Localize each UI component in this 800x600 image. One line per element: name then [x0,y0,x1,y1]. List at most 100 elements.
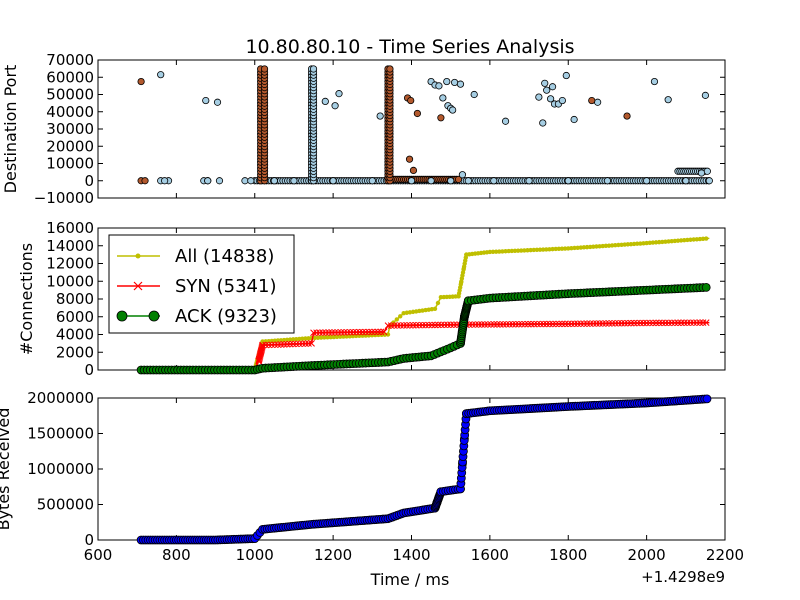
x-tick-label: 800 [162,546,191,564]
y-tick-label: 1500000 [27,425,94,443]
series-marker [594,244,599,249]
series-marker [613,243,618,248]
series-marker [627,319,635,327]
y-tick-label: 50000 [46,86,94,104]
series-marker [668,319,676,327]
series-marker [537,247,543,252]
series-marker [553,246,558,252]
series-marker [484,321,492,328]
series-marker [527,320,535,328]
series-marker [493,321,501,328]
scatter-point [329,177,337,185]
scatter-point [470,90,478,99]
scatter-point [623,112,631,120]
series-marker [328,329,336,336]
series-marker [559,246,565,251]
series-marker [334,334,340,340]
series-marker [481,321,489,328]
series-marker [499,320,507,328]
scatter-point [543,86,551,94]
scatter-point [437,114,445,122]
series-marker [390,322,398,329]
x-tick-label: 1000 [236,546,274,564]
series-marker [599,320,607,327]
series-marker [359,328,366,336]
series-marker [616,242,621,248]
series-marker [658,319,666,327]
y-tick-label: 70000 [46,51,94,69]
series-marker [521,320,529,328]
series-marker [537,320,544,328]
series-marker [633,319,641,327]
series-marker [432,306,438,311]
series-marker [500,249,505,254]
y-tick-label: 2000 [56,343,94,361]
series-marker [587,244,593,250]
scatter-point [564,177,572,185]
y-tick-label: 16000 [46,219,94,237]
series-marker [437,321,445,329]
series-marker [331,329,339,336]
panel-destination-port: −100000100002000030000400005000060000700… [1,51,726,207]
series-marker [387,322,395,329]
series-marker [618,319,625,327]
series-marker [672,238,678,244]
y-tick-label: 12000 [46,255,94,273]
series-marker [356,328,363,336]
y-tick-label: 4000 [56,326,94,344]
series-marker [506,248,511,254]
series-marker [374,328,382,336]
series-marker [280,341,288,348]
series-marker [540,247,546,252]
series-marker [569,245,574,251]
panel-bytes-received: 0 500000 1000000 1500000 2000000 600 800 1000 1… [0,389,744,589]
series-marker [353,328,360,336]
series-marker [397,322,404,329]
series-marker [268,341,276,349]
series-marker [377,328,385,336]
series-marker [558,320,566,328]
series-marker [571,320,578,328]
legend-label: All (14838) [175,246,274,267]
scatter-point [650,77,659,86]
series-marker [450,321,458,329]
series-marker [316,329,324,337]
series-marker [677,319,685,327]
series-marker [525,248,530,253]
series-marker [503,320,510,328]
series-marker [487,249,493,255]
series-marker [310,329,317,337]
series-marker [561,320,569,328]
series-marker [277,341,285,348]
scatter-point [490,177,498,185]
series-marker [684,319,691,327]
x-offset-label: +1.4298e9 [641,568,725,586]
scatter-point [464,177,472,185]
series-marker [509,248,515,254]
panel-3-ylabel: Bytes Received [0,408,13,531]
legend: All (14838) SYN (5341) ACK (9323) [108,234,295,334]
scatter-point [413,109,421,118]
series-marker [496,321,504,328]
series-marker [622,242,627,247]
series-marker [605,320,613,327]
legend-label: ACK (9323) [175,306,277,327]
legend-marker [116,310,128,322]
series-marker [518,320,526,328]
series-marker [572,245,577,251]
series-marker [608,319,616,327]
scatter-point [247,177,255,185]
series-marker [640,319,647,327]
series-marker [398,314,403,319]
series-marker [292,340,300,348]
panel-3-frame [97,397,726,541]
series-marker [631,241,637,247]
series-marker [603,243,609,249]
series-marker [435,300,441,306]
scatter-point [215,177,224,185]
scatter-point [141,177,149,185]
series-marker [647,240,652,246]
series-marker [322,335,327,340]
